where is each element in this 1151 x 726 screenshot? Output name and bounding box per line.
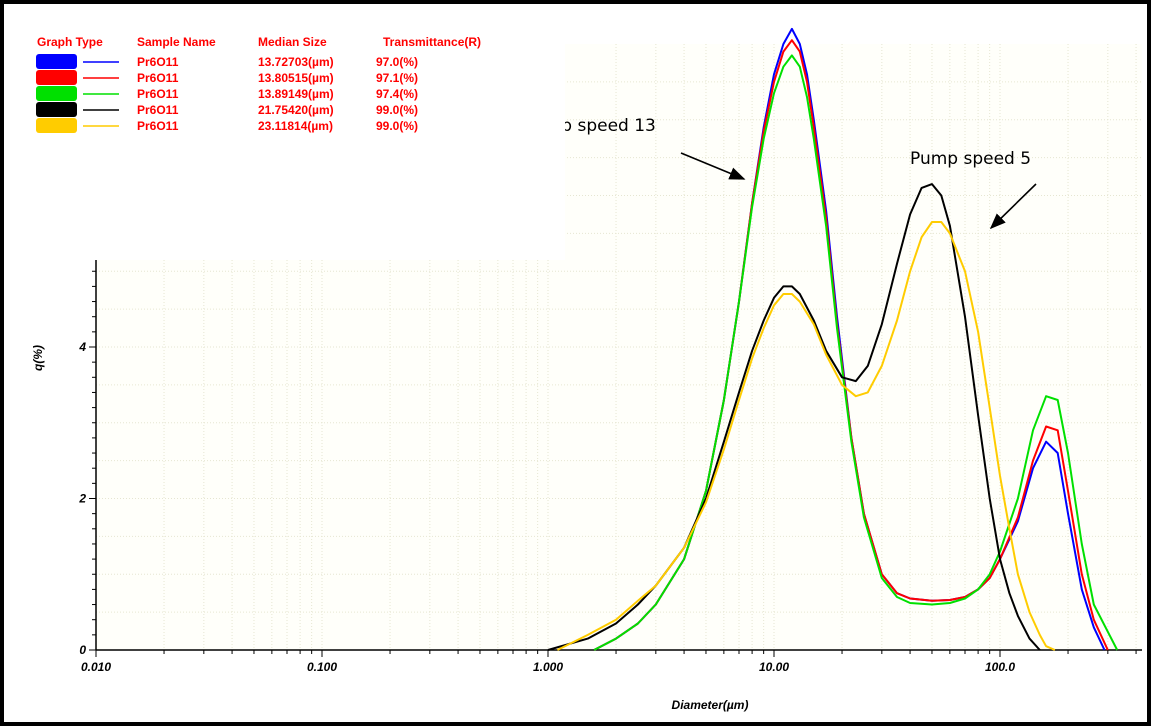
legend-swatch-4 [36, 102, 77, 117]
legend-swatch-5 [36, 118, 77, 133]
annotation-pump-speed-5: Pump speed 5 [910, 149, 1031, 169]
legend-header-median-size: Median Size [258, 35, 327, 49]
x-ticks: 0.010 0.100 1.000 10.00 100.0 [81, 650, 1137, 674]
annotation-arrow-pump-speed-13 [680, 152, 746, 180]
legend: Graph Type Sample Name Median Size Trans… [26, 24, 565, 260]
x-tick-label: 100.0 [985, 660, 1015, 674]
y-tick-label: 2 [78, 492, 86, 506]
legend-rows: Pr6O11 13.72703(µm) 97.0(%) Pr6O11 13.80515(… [36, 54, 418, 133]
legend-median-size: 13.72703(µm) [258, 55, 334, 69]
legend-median-size: 13.80515(µm) [258, 71, 334, 85]
legend-swatch-1 [36, 54, 77, 69]
x-tick-label: 1.000 [533, 660, 563, 674]
x-tick-label: 0.010 [81, 660, 111, 674]
x-tick-label: 0.100 [307, 660, 337, 674]
legend-transmittance: 97.1(%) [376, 71, 418, 85]
series-line-5 [556, 221, 1056, 651]
legend-transmittance: 99.0(%) [376, 103, 418, 117]
x-axis-title: Diameter(µm) [672, 698, 749, 712]
legend-swatch-2 [36, 70, 77, 85]
legend-sample-name: Pr6O11 [137, 87, 179, 101]
legend-transmittance: 99.0(%) [376, 119, 418, 133]
x-tick-label: 10.00 [759, 660, 789, 674]
legend-header-sample-name: Sample Name [137, 35, 216, 49]
annotation-arrow-pump-speed-5 [989, 183, 1037, 230]
legend-transmittance: 97.0(%) [376, 55, 418, 69]
series-group [547, 27, 1119, 651]
legend-sample-name: Pr6O11 [137, 71, 179, 85]
series-line-3 [593, 54, 1119, 651]
legend-header-graph-type: Graph Type [37, 35, 103, 49]
y-tick-label: 0 [79, 643, 86, 657]
series-line-4 [547, 183, 1041, 651]
y-axis-title: q(%) [31, 345, 45, 371]
legend-median-size: 21.75420(µm) [258, 103, 334, 117]
legend-sample-name: Pr6O11 [137, 119, 179, 133]
legend-swatch-3 [36, 86, 77, 101]
y-tick-label: 4 [78, 340, 86, 354]
legend-sample-name: Pr6O11 [137, 55, 179, 69]
legend-background [26, 24, 555, 260]
legend-background-extension [555, 44, 565, 260]
legend-median-size: 23.11814(µm) [258, 119, 333, 133]
legend-sample-name: Pr6O11 [137, 103, 179, 117]
legend-median-size: 13.89149(µm) [258, 87, 334, 101]
legend-header-transmittance: Transmittance(R) [383, 35, 481, 49]
legend-transmittance: 97.4(%) [376, 87, 418, 101]
